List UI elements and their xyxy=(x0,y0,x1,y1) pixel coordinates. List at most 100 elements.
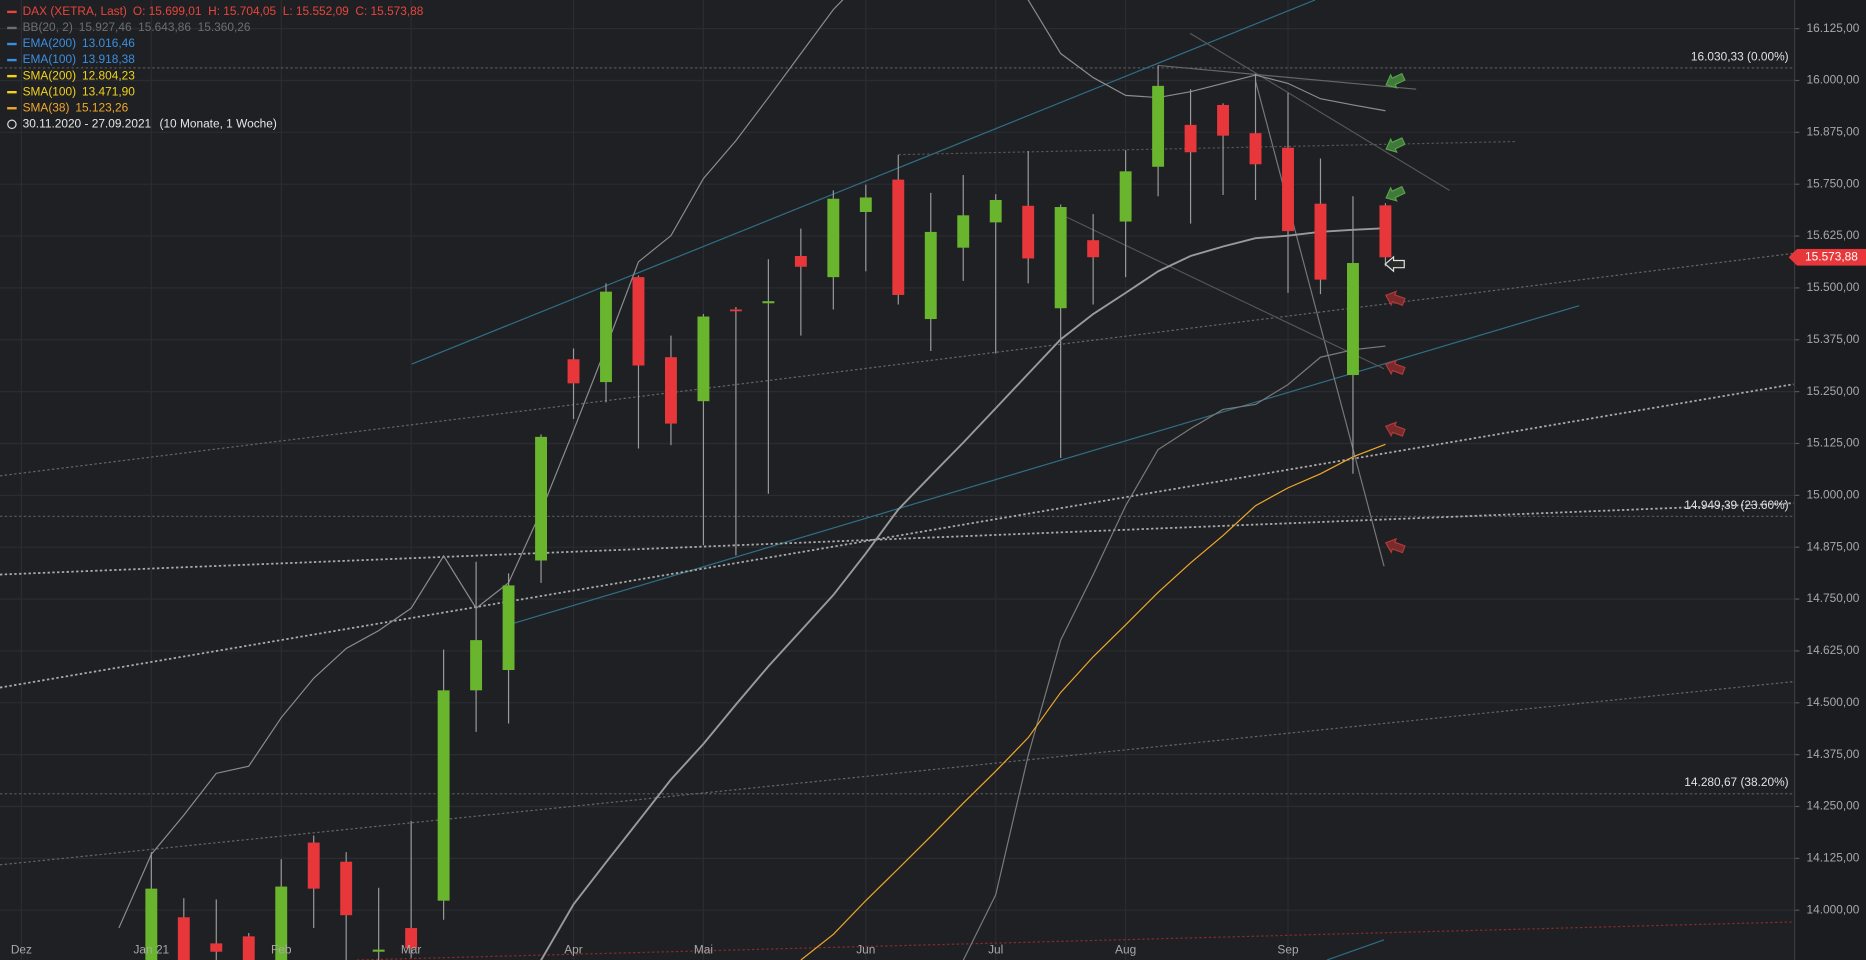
period-label: 30.11.2020 - 27.09.2021 xyxy=(23,116,152,130)
y-tick-label: 14.125,00 xyxy=(1806,851,1859,865)
candle-body xyxy=(372,949,385,952)
candle-body xyxy=(665,357,677,424)
candle-body xyxy=(1054,207,1067,309)
candle-body xyxy=(924,231,937,320)
legend-label: SMA(100) xyxy=(23,84,77,98)
candle-body xyxy=(697,316,710,402)
legend-value: 13.471,90 xyxy=(82,84,135,98)
legend-label: EMA(200) xyxy=(23,36,77,50)
y-tick-label: 14.250,00 xyxy=(1806,799,1859,813)
legend-value: 15.123,26 xyxy=(75,100,128,114)
candle-body xyxy=(437,690,450,901)
candle-body xyxy=(794,255,807,267)
legend-swatch xyxy=(7,42,17,46)
arrow xyxy=(1384,290,1406,307)
trend-line xyxy=(1060,213,1385,370)
candle-body xyxy=(1217,104,1230,136)
last-price-label: 15.573,88 xyxy=(1805,249,1858,263)
indicator-line xyxy=(962,345,1386,960)
candle-body xyxy=(177,917,190,960)
trend-line xyxy=(1157,64,1417,90)
y-tick-label: 15.875,00 xyxy=(1806,124,1859,138)
candle-body xyxy=(405,928,418,949)
level-label: 14.280,67 (38.20%) xyxy=(1684,775,1788,789)
candle-body xyxy=(145,888,158,960)
y-tick-label: 14.625,00 xyxy=(1806,643,1859,657)
y-tick-label: 15.625,00 xyxy=(1806,228,1859,242)
trend-line xyxy=(0,681,1794,866)
trend-line xyxy=(1326,939,1385,960)
candle-body xyxy=(600,291,612,383)
legend-value: O: 15.699,01 H: 15.704,05 L: 15.552,09 C… xyxy=(133,4,424,18)
drawings xyxy=(0,0,1794,960)
candle-body xyxy=(1314,203,1327,280)
y-tick-label: 16.125,00 xyxy=(1806,21,1859,35)
y-tick-label: 15.500,00 xyxy=(1806,280,1859,294)
candle-body xyxy=(1087,240,1100,258)
x-tick-label: Aug xyxy=(1115,943,1136,957)
y-tick-label: 16.000,00 xyxy=(1806,73,1859,87)
trend-line xyxy=(509,305,1580,626)
candle-body xyxy=(242,936,255,960)
legend-swatch xyxy=(7,74,17,78)
candle-body xyxy=(567,359,580,384)
candle-body xyxy=(1152,85,1165,167)
series xyxy=(118,0,1392,960)
arrow xyxy=(1384,537,1406,554)
y-tick-label: 15.250,00 xyxy=(1806,384,1859,398)
candle-body xyxy=(892,179,905,295)
y-tick-label: 14.875,00 xyxy=(1806,539,1859,553)
legend-label: SMA(200) xyxy=(23,68,77,82)
candle-body xyxy=(1282,147,1294,232)
candle-body xyxy=(762,301,775,304)
x-tick-label: Sep xyxy=(1277,943,1299,957)
candle-body xyxy=(729,309,742,312)
x-tick-label: Jun xyxy=(856,943,875,957)
legend-swatch xyxy=(7,10,17,14)
legend-swatch xyxy=(7,58,17,62)
y-tick-label: 14.750,00 xyxy=(1806,591,1859,605)
candle-body xyxy=(470,640,483,691)
candle-body xyxy=(957,215,970,248)
legend-swatch xyxy=(7,107,17,110)
candle-body xyxy=(535,436,547,561)
indicator-line xyxy=(800,443,1386,960)
candle-body xyxy=(827,198,840,278)
y-tick-label: 15.000,00 xyxy=(1806,487,1859,501)
candle-body xyxy=(1022,205,1035,259)
y-tick-label: 14.500,00 xyxy=(1806,695,1859,709)
candle-body xyxy=(1249,133,1262,165)
period-detail: (10 Monate, 1 Woche) xyxy=(160,116,277,130)
candle-body xyxy=(989,199,1002,223)
candle-body xyxy=(1184,124,1197,153)
legend: DAX (XETRA, Last) O: 15.699,01 H: 15.704,… xyxy=(7,4,424,130)
signal-arrows xyxy=(1384,72,1406,554)
x-tick-label: Mar xyxy=(401,943,422,957)
arrow xyxy=(1384,255,1405,273)
trend-line xyxy=(356,921,1794,960)
y-tick-label: 15.750,00 xyxy=(1806,176,1859,190)
candle-body xyxy=(1347,263,1359,376)
y-tick-label: 15.125,00 xyxy=(1806,436,1859,450)
legend-label: SMA(38) xyxy=(23,100,70,114)
arrow xyxy=(1385,137,1406,154)
plot-background xyxy=(0,0,1795,960)
y-tick-label: 14.000,00 xyxy=(1806,902,1859,916)
x-tick-label: Jul xyxy=(988,943,1003,957)
level-label: 14.949,39 (23.60%) xyxy=(1684,498,1788,512)
legend-label: EMA(100) xyxy=(23,52,77,66)
legend-swatch xyxy=(7,91,17,94)
x-tick-label: Dez xyxy=(11,943,32,957)
arrow xyxy=(1384,421,1406,438)
candle-body xyxy=(1119,171,1132,222)
x-tick-label: Jan 21 xyxy=(133,943,169,957)
axis-background xyxy=(1794,0,1866,960)
trend-line xyxy=(411,0,1316,365)
x-tick-label: Mai xyxy=(694,943,713,957)
legend-value: 13.016,46 xyxy=(82,36,135,50)
grid xyxy=(0,0,1800,960)
last-price-tag xyxy=(1796,248,1866,266)
candle-body xyxy=(275,886,288,960)
